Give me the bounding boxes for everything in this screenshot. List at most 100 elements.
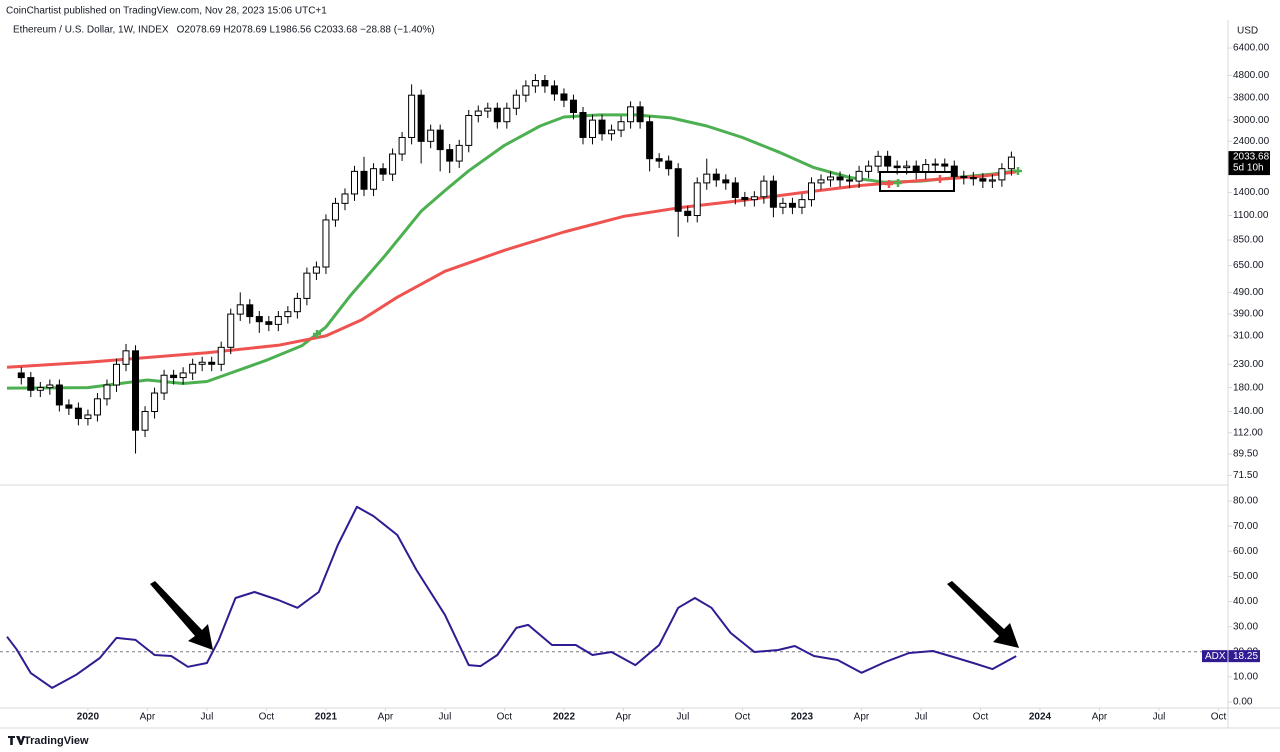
x-tick-label: 2020 xyxy=(77,712,100,723)
candle-body xyxy=(284,311,292,318)
candle-body xyxy=(598,119,606,135)
candle-body xyxy=(417,94,425,142)
y-tick-label: 50.00 xyxy=(1233,571,1258,582)
candle-body xyxy=(189,363,197,374)
candle-body xyxy=(160,374,168,394)
x-tick-label: Oct xyxy=(497,712,513,723)
candle-body xyxy=(389,153,397,175)
candle-body xyxy=(455,144,463,162)
candle-body xyxy=(179,372,187,379)
candle-body xyxy=(646,121,654,160)
x-tick-label: Jul xyxy=(439,712,452,723)
logo-mark xyxy=(8,736,25,745)
candle-body xyxy=(827,176,835,181)
series-value-label: 18.25 xyxy=(1233,651,1258,662)
cross-marker xyxy=(936,175,944,183)
candle-body xyxy=(903,165,911,169)
x-tick-label: Apr xyxy=(1092,712,1108,723)
indicator-line xyxy=(6,170,1017,369)
candle-body xyxy=(236,304,244,315)
candle-body xyxy=(408,94,416,138)
candle-body xyxy=(636,106,644,123)
candle-body xyxy=(884,155,892,167)
candle-body xyxy=(627,106,635,123)
cross-marker xyxy=(313,330,321,338)
candle-body xyxy=(941,163,949,167)
y-tick-label: 3800.00 xyxy=(1233,92,1270,103)
y-tick-label: 490.00 xyxy=(1233,287,1264,298)
candle-body xyxy=(465,114,473,146)
candle-body xyxy=(350,170,358,195)
candle-body xyxy=(522,85,530,96)
candle-body xyxy=(132,350,140,431)
x-tick-label: 2023 xyxy=(791,712,814,723)
y-tick-label: 71.50 xyxy=(1233,470,1258,481)
candle-body xyxy=(569,99,577,114)
candle-body xyxy=(274,316,282,325)
x-tick-label: Jul xyxy=(1153,712,1166,723)
candle-body xyxy=(331,202,339,221)
x-tick-label: Oct xyxy=(973,712,989,723)
ohlc-readout: O2078.69 H2078.69 L1986.56 C2033.68 −28.… xyxy=(177,25,435,36)
candle-body xyxy=(779,202,787,208)
y-tick-label: 390.00 xyxy=(1233,309,1264,320)
candle-body xyxy=(84,414,92,420)
candle-body xyxy=(427,129,435,142)
candle-body xyxy=(541,80,549,87)
candle-body xyxy=(617,121,625,131)
candle-body xyxy=(170,374,178,379)
candle-body xyxy=(503,107,511,123)
y-tick-label: 4800.00 xyxy=(1233,70,1270,81)
candle-body xyxy=(760,180,768,198)
candle-body xyxy=(722,179,730,184)
candle-body xyxy=(341,193,349,204)
x-tick-label: 2024 xyxy=(1029,712,1052,723)
y-tick-label: 230.00 xyxy=(1233,359,1264,370)
last-price-tag xyxy=(1228,151,1270,176)
candle-body xyxy=(560,93,568,101)
candle-body xyxy=(836,176,844,181)
x-tick-label: Oct xyxy=(735,712,751,723)
candle-body xyxy=(750,196,758,201)
y-tick-label: 80.00 xyxy=(1233,496,1258,507)
candle-body xyxy=(512,94,520,109)
candle-body xyxy=(46,384,54,389)
candle-body xyxy=(103,384,111,400)
candle-body xyxy=(665,160,673,170)
series-value-tag xyxy=(1228,650,1260,663)
candle-body xyxy=(979,178,987,182)
indicator-line xyxy=(6,505,1017,689)
candle-body xyxy=(988,179,996,182)
y-tick-label: 6400.00 xyxy=(1233,43,1270,54)
y-tick-label: 3000.00 xyxy=(1233,115,1270,126)
x-tick-label: Oct xyxy=(259,712,275,723)
x-tick-label: 2021 xyxy=(315,712,338,723)
candle-body xyxy=(322,219,330,268)
cross-markers xyxy=(313,167,1022,338)
candle-body xyxy=(874,155,882,167)
candle-body xyxy=(798,199,806,208)
candle-body xyxy=(741,196,749,201)
price-unit: USD xyxy=(1237,26,1258,37)
cross-marker xyxy=(885,180,893,188)
arrow xyxy=(947,581,1019,648)
footer-brand: TradingView xyxy=(24,735,89,747)
candle-body xyxy=(817,179,825,184)
x-tick-label: Apr xyxy=(854,712,870,723)
candle-body xyxy=(55,384,63,406)
candle-body xyxy=(208,361,216,365)
candle-body xyxy=(703,173,711,184)
candle-body xyxy=(960,175,968,179)
candle-body xyxy=(788,202,796,208)
candle-body xyxy=(1007,156,1015,170)
x-tick-label: Apr xyxy=(140,712,156,723)
y-tick-label: 0.00 xyxy=(1233,697,1253,708)
grid-layer: 6400.00 4800.00 3800.00 3000.00 2400.00 1400.… xyxy=(0,43,1270,723)
x-tick-label: Apr xyxy=(616,712,632,723)
last-price-label: 2033.68 xyxy=(1233,152,1270,163)
y-tick-label: 10.00 xyxy=(1233,671,1258,682)
candle-body xyxy=(931,163,939,166)
cross-marker xyxy=(1014,167,1022,175)
indicator-line xyxy=(6,113,1017,390)
